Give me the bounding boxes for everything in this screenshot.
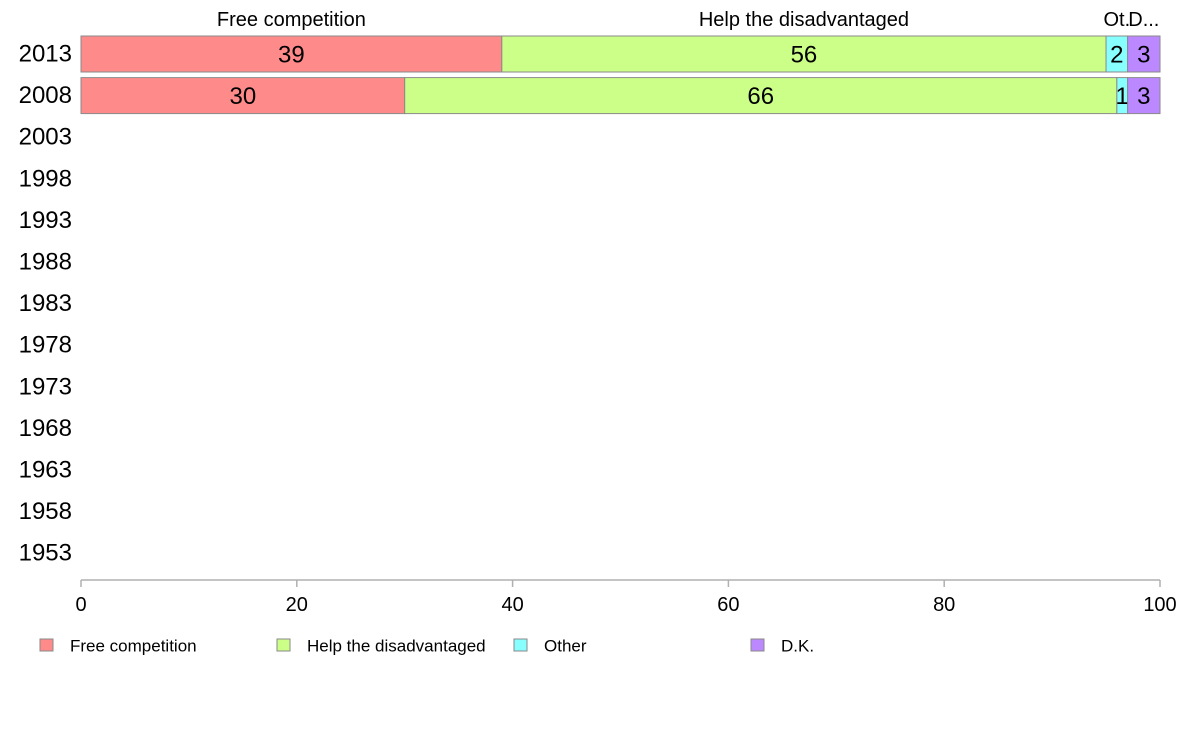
data-label-d-k-2013: 3: [1137, 42, 1150, 69]
bar-help-the-disadvantaged-2008: [404, 77, 1118, 115]
legend-label-other: Other: [544, 637, 587, 656]
y-tick-label-1973: 1973: [19, 373, 72, 400]
y-tick-label-1978: 1978: [19, 332, 72, 359]
legend-label-d-k: D.K.: [781, 637, 814, 656]
y-tick-label-1963: 1963: [19, 457, 72, 484]
series-header-free-competition: Free competition: [217, 9, 366, 31]
bar-d-k-2008: [1127, 77, 1161, 115]
x-tick-label-0: 0: [75, 594, 86, 616]
y-tick-label-1988: 1988: [19, 249, 72, 276]
y-tick-label-1968: 1968: [19, 415, 72, 442]
x-axis: 0 20 40 60 80 100: [75, 579, 1177, 616]
data-label-free-competition-2013: 39: [278, 42, 305, 69]
data-label-help-the-disadvantaged-2008: 66: [747, 83, 774, 110]
data-label-other-2008: 1: [1116, 83, 1129, 110]
x-tick-label-80: 80: [933, 594, 955, 616]
x-tick-label-100: 100: [1143, 594, 1176, 616]
legend-label-help-the-disadvantaged: Help the disadvantaged: [307, 637, 486, 656]
data-label-free-competition-2008: 30: [229, 83, 256, 110]
series-header-other: Ot.: [1104, 9, 1131, 31]
bar-free-competition-2008: [80, 77, 406, 115]
series-header-labels: Free competition Help the disadvantaged Ot…: [217, 9, 1159, 31]
y-tick-label-2003: 2003: [19, 124, 72, 151]
x-tick-label-40: 40: [501, 594, 523, 616]
legend-swatch-help-the-disadvantaged: [276, 638, 291, 652]
series-header-d-k: D...: [1128, 9, 1159, 31]
y-tick-label-1993: 1993: [19, 207, 72, 234]
bar-d-k-2013: [1127, 35, 1161, 73]
y-tick-label-1958: 1958: [19, 498, 72, 525]
legend-swatch-d-k: [750, 638, 765, 652]
data-label-d-k-2008: 3: [1137, 83, 1150, 110]
series-header-help-the-disadvantaged: Help the disadvantaged: [699, 9, 909, 31]
y-tick-label-1953: 1953: [19, 540, 72, 567]
data-label-help-the-disadvantaged-2013: 56: [791, 42, 818, 69]
data-label-other-2013: 2: [1110, 42, 1123, 69]
legend-swatch-free-competition: [39, 638, 54, 652]
y-tick-label-2013: 2013: [19, 41, 72, 68]
y-tick-label-2008: 2008: [19, 82, 72, 109]
legend: Free competition Help the disadvantaged Ot…: [39, 637, 814, 656]
bar-free-competition-2013: [80, 35, 503, 73]
y-tick-label-1983: 1983: [19, 290, 72, 317]
x-tick-label-60: 60: [717, 594, 739, 616]
y-tick-label-1998: 1998: [19, 165, 72, 192]
bars: 39 56 2 3 30 66 1 3: [80, 35, 1161, 115]
y-axis-labels: 2013 2008 2003 1998 1993 1988 1983 1978 1973 1968…: [19, 41, 72, 567]
x-tick-label-20: 20: [286, 594, 308, 616]
bar-help-the-disadvantaged-2013: [501, 35, 1107, 73]
legend-label-free-competition: Free competition: [70, 637, 197, 656]
legend-swatch-other: [513, 638, 528, 652]
